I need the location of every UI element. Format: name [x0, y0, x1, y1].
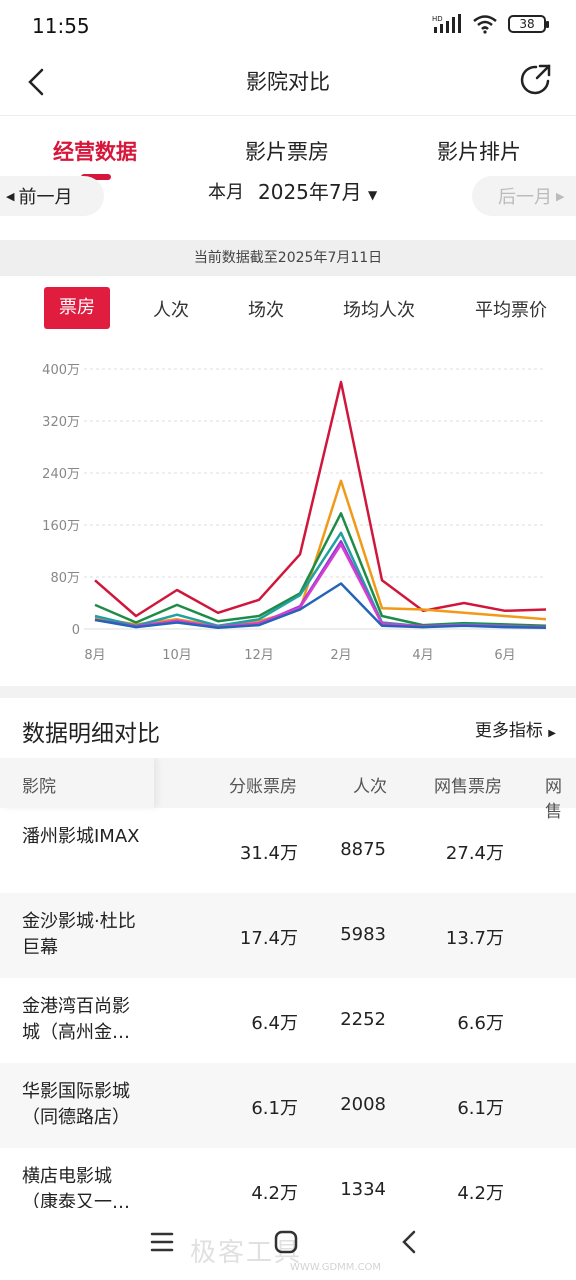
col-online-box: 网售票房 [434, 777, 502, 797]
online-box-cell: 13.7万 [445, 928, 504, 949]
y-tick-label: 80万 [50, 571, 80, 586]
status-bar: 11:55 HD 38 [0, 0, 576, 52]
tab-operations[interactable]: 经营数据 [53, 140, 137, 164]
series-line-1 [94, 479, 547, 628]
back-button[interactable] [18, 62, 58, 102]
x-tick-label: 12月 [244, 648, 274, 663]
y-tick-label: 0 [72, 623, 80, 638]
col-box-office: 分账票房 [229, 777, 297, 797]
x-tick-label: 10月 [162, 648, 192, 663]
caret-left-icon: ◀ [6, 189, 15, 203]
month-selector: ◀ 前一月 本月 2025年7月 ▼ 后一月 ▶ [0, 176, 576, 226]
section-divider [0, 686, 576, 698]
y-tick-label: 160万 [42, 519, 80, 534]
series-line-0 [94, 380, 547, 618]
hd-label: HD [432, 15, 443, 23]
cinema-name: 金沙影城·杜比巨幕 [22, 911, 136, 958]
metric-tab-avg-price[interactable]: 平均票价 [475, 300, 547, 321]
battery-icon: 38 [508, 15, 549, 33]
data-cutoff-notice: 当前数据截至2025年7月11日 [0, 240, 576, 276]
detail-header: 数据明细对比 更多指标 ▶ [0, 698, 576, 756]
menu-icon[interactable] [142, 1222, 182, 1262]
status-time: 11:55 [32, 14, 90, 38]
attendance-cell: 2252 [340, 1009, 386, 1030]
x-tick-label: 2月 [330, 648, 351, 663]
box-office-line-chart: 0 80万 160万 240万 320万 400万 8月 10月 12月 2月 4月 6月 [42, 363, 547, 663]
online-box-cell: 27.4万 [445, 843, 504, 864]
more-metrics-label: 更多指标 [474, 721, 543, 741]
metric-tab-avg-attendance[interactable]: 场均人次 [343, 300, 415, 321]
box-office-cell: 6.1万 [251, 1098, 298, 1119]
app-header: 影院对比 [0, 52, 576, 116]
box-office-cell: 4.2万 [251, 1183, 298, 1204]
next-month-label: 后一月 [498, 187, 552, 208]
box-office-cell: 17.4万 [239, 928, 298, 949]
box-office-cell: 6.4万 [251, 1013, 298, 1034]
system-nav-bar [0, 1208, 576, 1280]
table-row[interactable]: 潘州影城IMAX 31.4万 8875 27.4万 [0, 808, 576, 893]
status-icons: HD 38 [432, 14, 549, 34]
watermark-url: WWW.GDMM.COM [290, 1262, 382, 1273]
y-tick-label: 400万 [42, 363, 80, 378]
online-box-cell: 6.6万 [457, 1013, 504, 1034]
signal-icon: HD [432, 14, 461, 33]
online-box-cell: 6.1万 [457, 1098, 504, 1119]
metric-tab-shows[interactable]: 场次 [248, 300, 284, 321]
caret-down-icon: ▼ [367, 188, 378, 202]
y-tick-label: 320万 [42, 415, 80, 430]
series-line-2 [94, 512, 547, 628]
wifi-icon [473, 15, 497, 34]
table-row[interactable]: 金港湾百尚影城（高州金… 6.4万 2252 6.6万 [0, 978, 576, 1063]
table-row[interactable]: 横店电影城（康泰又一… 4.2万 1334 4.2万 [0, 1148, 576, 1208]
next-month-button[interactable]: 后一月 ▶ [472, 176, 576, 216]
cinema-name: 潘州影城IMAX [22, 826, 140, 847]
top-tabs: 经营数据 影片票房 影片排片 [0, 116, 576, 182]
table-row[interactable]: 金沙影城·杜比巨幕 17.4万 5983 13.7万 [0, 893, 576, 978]
detail-title: 数据明细对比 [22, 721, 160, 747]
month-dropdown[interactable]: 2025年7月 ▼ [258, 176, 377, 205]
attendance-cell: 5983 [340, 924, 386, 945]
caret-right-icon: ▶ [556, 189, 565, 203]
metric-tabs: 票房 人次 场次 场均人次 平均票价 [0, 276, 576, 342]
watermark-logo: 极客工具 [190, 1238, 303, 1268]
page-title: 影院对比 [246, 70, 330, 94]
series-line-6 [94, 582, 547, 629]
attendance-cell: 1334 [340, 1179, 386, 1200]
x-tick-label: 4月 [412, 648, 433, 663]
y-tick-label: 240万 [42, 467, 80, 482]
x-tick-label: 6月 [494, 648, 515, 663]
current-month-label: 本月 [208, 182, 244, 203]
metric-tab-box-office[interactable]: 票房 [44, 287, 110, 329]
home-icon[interactable] [266, 1222, 306, 1262]
more-metrics-button[interactable]: 更多指标 ▶ [475, 716, 556, 741]
active-tab-indicator [81, 174, 111, 180]
col-cinema: 影院 [22, 777, 56, 797]
back-nav-icon[interactable] [390, 1222, 430, 1262]
cinema-name: 金港湾百尚影城（高州金… [22, 996, 130, 1043]
prev-month-button[interactable]: ◀ 前一月 [0, 176, 104, 216]
caret-right-icon: ▶ [548, 728, 556, 739]
cinema-name: 华影国际影城（同德路店） [22, 1081, 130, 1128]
table-header: 影院 分账票房 人次 网售票房 网售 [0, 758, 576, 822]
metric-tab-attendance[interactable]: 人次 [153, 300, 189, 321]
table-row[interactable]: 华影国际影城（同德路店） 6.1万 2008 6.1万 [0, 1063, 576, 1148]
share-button[interactable] [518, 62, 554, 98]
share-icon [520, 64, 551, 95]
col-attendance: 人次 [353, 777, 387, 797]
prev-month-label: 前一月 [18, 187, 73, 208]
col-online-extra: 网售 [545, 777, 562, 822]
month-value: 2025年7月 [258, 180, 362, 204]
online-box-cell: 4.2万 [457, 1183, 504, 1204]
cinema-name: 横店电影城（康泰又一… [22, 1166, 130, 1208]
tab-film-schedule[interactable]: 影片排片 [437, 140, 521, 164]
tab-film-box-office[interactable]: 影片票房 [245, 140, 329, 164]
comparison-table: 影院 分账票房 人次 网售票房 网售 潘州影城IMAX 31.4万 8875 27.4… [0, 758, 576, 1208]
back-arrow-icon [28, 68, 44, 96]
attendance-cell: 2008 [340, 1094, 386, 1115]
attendance-cell: 8875 [340, 839, 386, 860]
x-tick-label: 8月 [84, 648, 105, 663]
box-office-cell: 31.4万 [239, 843, 298, 864]
